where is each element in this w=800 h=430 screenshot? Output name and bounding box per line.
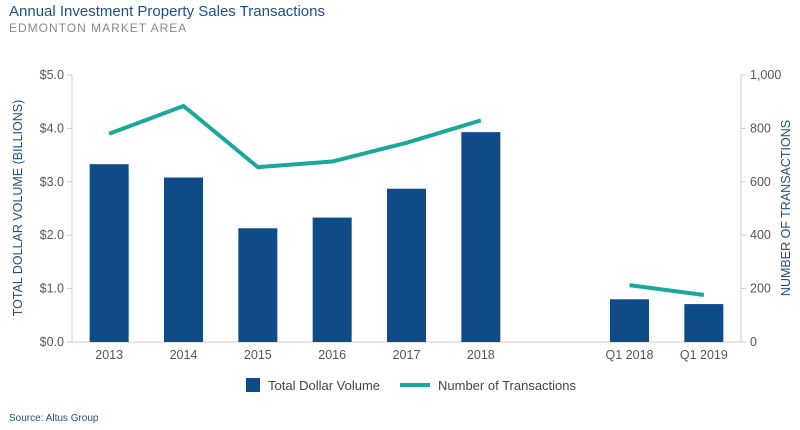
x-tick-label: Q1 2019 [680, 348, 728, 362]
legend-label-line: Number of Transactions [438, 378, 577, 393]
x-tick-label: 2015 [244, 348, 272, 362]
y2-tick-label: 600 [750, 175, 771, 189]
y2-tick-label: 200 [750, 282, 771, 296]
x-tick-label: 2014 [170, 348, 198, 362]
transactions-line-segment-1 [108, 103, 482, 170]
bar-2017 [387, 188, 426, 342]
y2-tick-label: 1,000 [750, 68, 781, 82]
y-axis-label: TOTAL DOLLAR VOLUME (BILLIONS) [11, 100, 25, 317]
bar-q1-2019 [684, 304, 724, 342]
y-tick-label: $2.0 [40, 228, 64, 242]
chart-subtitle: EDMONTON MARKET AREA [9, 21, 188, 35]
x-tick-label: 2017 [393, 348, 421, 362]
bar-2018 [461, 132, 501, 342]
chart-title: Annual Investment Property Sales Transac… [9, 3, 325, 20]
y2-tick-label: 800 [750, 121, 771, 135]
bar-2016 [312, 217, 352, 342]
legend: Total Dollar Volume Number of Transactio… [246, 378, 577, 393]
x-tick-label: 2013 [95, 348, 123, 362]
y-tick-label: $5.0 [40, 68, 64, 82]
bar-2015 [238, 228, 278, 342]
y-tick-label: $4.0 [40, 121, 64, 135]
y2-axis-label: NUMBER OF TRANSACTIONS [779, 120, 793, 296]
x-tick-label: Q1 2018 [606, 348, 654, 362]
y-tick-label: $1.0 [40, 282, 64, 296]
y-tick-label: $3.0 [40, 175, 64, 189]
bar-q1-2018 [610, 299, 649, 342]
legend-swatch-bar [246, 378, 260, 392]
transactions-line-segment-2 [629, 283, 705, 297]
bar-2014 [164, 177, 203, 342]
bar-2013 [89, 164, 129, 342]
x-tick-label: 2016 [318, 348, 346, 362]
legend-label-bar: Total Dollar Volume [268, 378, 380, 393]
y2-tick-label: 0 [750, 335, 757, 349]
x-tick-label: 2018 [467, 348, 495, 362]
y2-tick-label: 400 [750, 228, 771, 242]
source-note: Source: Altus Group [9, 413, 99, 424]
y-tick-label: $0.0 [40, 335, 64, 349]
